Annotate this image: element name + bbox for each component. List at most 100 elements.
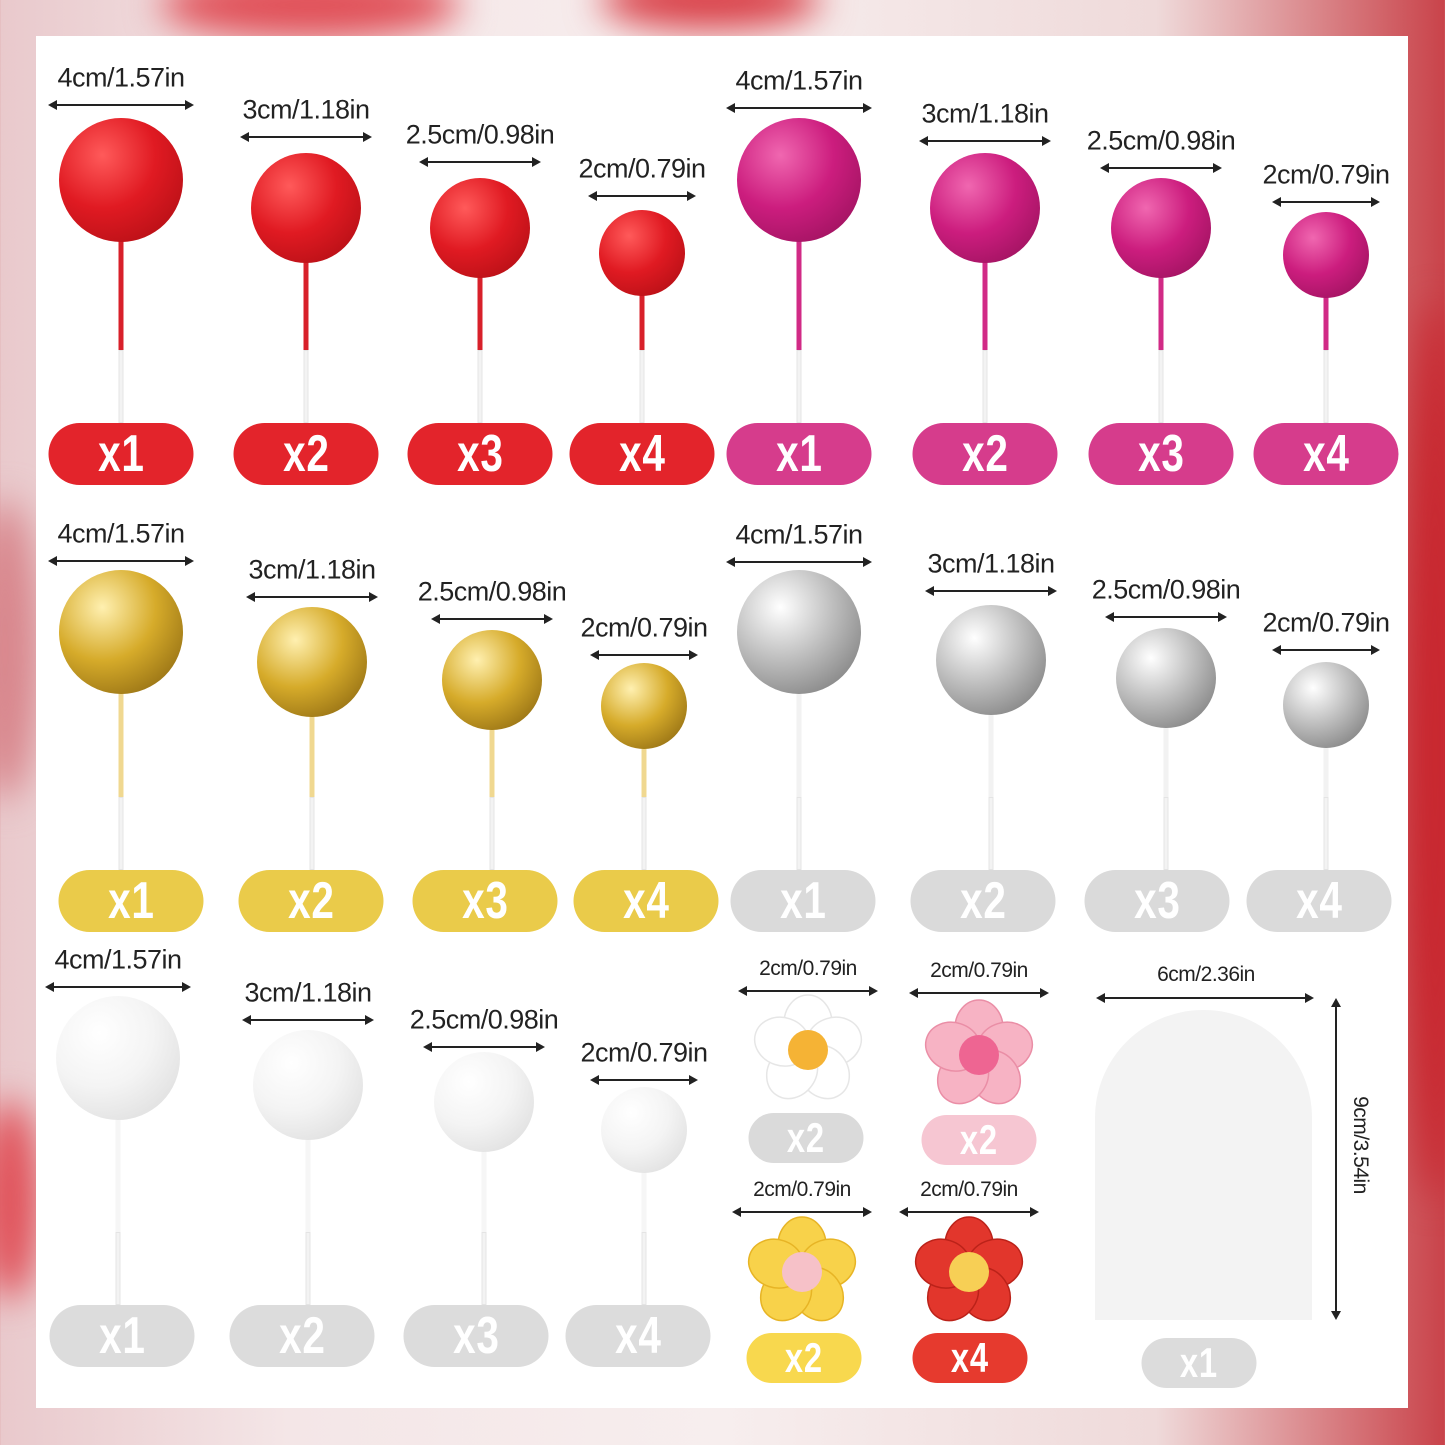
quantity-text: x2 xyxy=(278,1307,326,1365)
yellow-flower-quantity-badge: x2 xyxy=(746,1333,862,1383)
red-stick xyxy=(303,208,309,350)
silver-size-label: 2cm/0.79in xyxy=(1262,607,1390,638)
silver-stick xyxy=(1163,678,1169,797)
arch-height-label: 9cm/3.54in xyxy=(1349,1096,1372,1194)
red-flower-quantity-badge: x4 xyxy=(912,1333,1028,1383)
gold-quantity-badge: x4 xyxy=(573,870,719,932)
red-stick-base xyxy=(477,350,483,423)
pink-flower-icon xyxy=(924,999,1034,1105)
flower-size-label: 2cm/0.79in xyxy=(920,1178,1018,1201)
quantity-text: x4 xyxy=(950,1334,990,1381)
silver-size-label: 3cm/1.18in xyxy=(927,548,1055,579)
red-ball xyxy=(430,178,530,278)
arch-backdrop xyxy=(1095,1010,1312,1320)
quantity-text: x1 xyxy=(107,872,155,930)
white-ball xyxy=(601,1087,687,1173)
width-arrow-icon xyxy=(732,1207,872,1217)
arch-quantity-badge: x1 xyxy=(1141,1338,1257,1388)
width-arrow-icon xyxy=(431,614,553,624)
white-quantity-badge: x2 xyxy=(229,1305,375,1367)
flower-size-label: 2cm/0.79in xyxy=(753,1178,851,1201)
silver-size-label: 2.5cm/0.98in xyxy=(1091,574,1241,605)
silver-stick-base xyxy=(1163,797,1169,870)
white-stick xyxy=(481,1102,487,1232)
silver-ball xyxy=(737,570,861,694)
white-ball xyxy=(434,1052,534,1152)
pink-quantity-badge: x3 xyxy=(1088,423,1234,485)
width-arrow-icon xyxy=(48,100,194,110)
red-size-label: 2.5cm/0.98in xyxy=(405,119,555,150)
pink-size-label: 2cm/0.79in xyxy=(1262,159,1390,190)
red-ball xyxy=(599,210,685,296)
red-ball xyxy=(251,153,361,263)
width-arrow-icon xyxy=(242,1015,374,1025)
gold-quantity-badge: x2 xyxy=(238,870,384,932)
quantity-text: x3 xyxy=(461,872,509,930)
white-stick-base xyxy=(481,1232,487,1305)
white-ball xyxy=(253,1030,363,1140)
width-arrow-icon xyxy=(919,136,1051,146)
gold-ball xyxy=(442,630,542,730)
white-stick-base xyxy=(305,1232,311,1305)
quantity-text: x1 xyxy=(97,425,145,483)
red-stick xyxy=(118,180,124,350)
white-stick xyxy=(305,1085,311,1232)
red-size-label: 2cm/0.79in xyxy=(578,153,706,184)
quantity-text: x2 xyxy=(287,872,335,930)
width-arrow-icon xyxy=(1100,163,1222,173)
width-arrow-icon xyxy=(909,988,1049,998)
width-arrow-icon xyxy=(738,986,878,996)
gold-size-label: 2.5cm/0.98in xyxy=(417,576,567,607)
width-arrow-icon xyxy=(240,132,372,142)
silver-stick-base xyxy=(1323,797,1329,870)
width-arrow-icon xyxy=(590,650,698,660)
quantity-text: x2 xyxy=(786,1114,826,1161)
pink-ball xyxy=(1283,212,1369,298)
red-size-label: 4cm/1.57in xyxy=(57,62,185,93)
white-stick-base xyxy=(115,1232,121,1305)
red-ball xyxy=(59,118,183,242)
height-arrow-icon xyxy=(1331,998,1341,1320)
flower-size-label: 2cm/0.79in xyxy=(930,959,1028,982)
quantity-text: x4 xyxy=(614,1307,662,1365)
width-arrow-icon xyxy=(588,191,696,201)
pink-stick xyxy=(796,180,802,350)
pink-stick-base xyxy=(1158,350,1164,423)
gold-stick-base xyxy=(309,797,315,870)
white-ball xyxy=(56,996,180,1120)
silver-size-label: 4cm/1.57in xyxy=(735,519,863,550)
width-arrow-icon xyxy=(48,556,194,566)
gold-stick-base xyxy=(641,797,647,870)
quantity-text: x1 xyxy=(98,1307,146,1365)
pink-stick-base xyxy=(1323,350,1329,423)
width-arrow-icon xyxy=(1096,993,1314,1003)
width-arrow-icon xyxy=(726,557,872,567)
quantity-text: x1 xyxy=(1179,1339,1219,1386)
red-size-label: 3cm/1.18in xyxy=(242,94,370,125)
red-stick-base xyxy=(118,350,124,423)
quantity-text: x4 xyxy=(1295,872,1343,930)
silver-ball xyxy=(1116,628,1216,728)
pink-ball xyxy=(1111,178,1211,278)
width-arrow-icon xyxy=(726,103,872,113)
white-quantity-badge: x4 xyxy=(565,1305,711,1367)
quantity-text: x2 xyxy=(784,1334,824,1381)
silver-quantity-badge: x2 xyxy=(910,870,1056,932)
white-quantity-badge: x3 xyxy=(403,1305,549,1367)
width-arrow-icon xyxy=(45,982,191,992)
gold-ball xyxy=(257,607,367,717)
red-quantity-badge: x1 xyxy=(48,423,194,485)
red-stick-base xyxy=(639,350,645,423)
width-arrow-icon xyxy=(1272,645,1380,655)
width-arrow-icon xyxy=(1105,612,1227,622)
pink-quantity-badge: x4 xyxy=(1253,423,1399,485)
silver-quantity-badge: x3 xyxy=(1084,870,1230,932)
red-quantity-badge: x2 xyxy=(233,423,379,485)
white-flower-icon xyxy=(753,994,863,1100)
white-flower-quantity-badge: x2 xyxy=(748,1113,864,1163)
pink-size-label: 4cm/1.57in xyxy=(735,65,863,96)
gold-size-label: 3cm/1.18in xyxy=(248,554,376,585)
quantity-text: x2 xyxy=(959,1116,999,1163)
silver-quantity-badge: x4 xyxy=(1246,870,1392,932)
pink-ball xyxy=(930,153,1040,263)
